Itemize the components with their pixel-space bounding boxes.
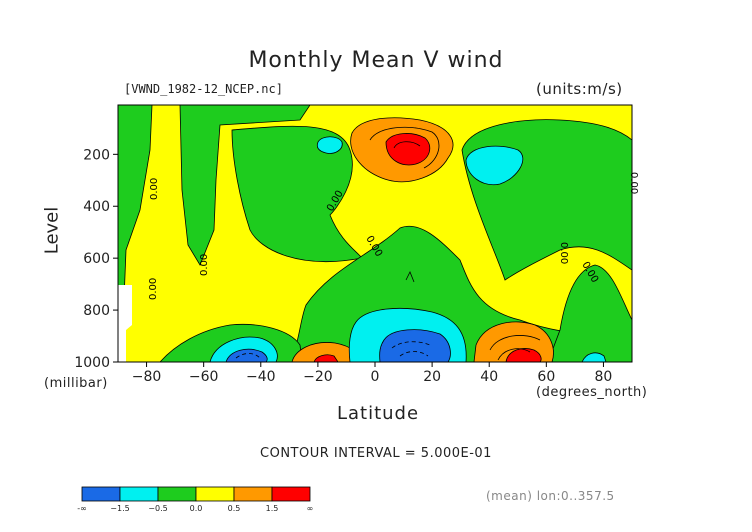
colorbar-swatch	[81, 486, 121, 502]
contour-interval: CONTOUR INTERVAL = 5.000E-01	[260, 446, 492, 461]
y-tick-label: 800	[83, 303, 110, 319]
zero-label-8: 0.00	[628, 172, 639, 194]
green-region-southern-column	[231, 125, 363, 262]
zero-label-1: 0.00	[149, 178, 160, 200]
units-label: (units:m/s)	[536, 80, 623, 98]
averaging-note: (mean) lon:0..357.5	[486, 489, 615, 503]
red-region-southern-lowlevel	[313, 354, 339, 362]
colorbar-swatch	[119, 486, 159, 502]
colorbar-tick-label: −0.5	[148, 504, 167, 513]
blue-region-southern-surface	[225, 348, 268, 362]
y-tick-label: 1000	[74, 355, 110, 371]
cyan-region-polar-surface	[581, 352, 607, 362]
positive-contours	[369, 127, 541, 361]
contour-fill-layer	[118, 105, 632, 362]
zero-label-6: 0.00	[558, 242, 569, 264]
neg-contour-equatorial	[391, 341, 433, 349]
zero-label-3: 0.00	[199, 254, 210, 276]
y-tick-label: 400	[83, 199, 110, 215]
x-axis-unit: (degrees_north)	[536, 385, 648, 400]
neg-contour-equatorial-inner	[399, 351, 429, 357]
neg-contour-southern	[235, 353, 261, 359]
green-region-northern-lowlevel	[547, 264, 632, 362]
negative-contours	[235, 341, 433, 359]
cyan-region-southern-upper	[316, 136, 343, 154]
y-tick-label: 200	[83, 147, 110, 163]
chart-title: Monthly Mean V wind	[248, 48, 504, 73]
colorbar-tick-label: −1.5	[110, 504, 129, 513]
colorbar-swatch	[233, 486, 273, 502]
y-axis-unit: (millibar)	[44, 376, 108, 391]
x-tick-label: 60	[537, 369, 555, 385]
colorbar: -∞ −1.5 −0.5 0.0 0.5 1.5 ∞	[77, 486, 314, 513]
colorbar-tick-label: 0.5	[228, 504, 241, 513]
blue-region-equatorial-surface	[379, 329, 451, 362]
x-axis-label: Latitude	[336, 403, 420, 424]
red-region-northern-lowlevel	[505, 348, 542, 362]
colorbar-tick-label: ∞	[307, 504, 314, 513]
x-tick-label: −20	[303, 369, 333, 385]
green-region-southern-midlat	[179, 105, 311, 266]
x-tick-label: 20	[423, 369, 441, 385]
red-region-upper-equatorial	[385, 133, 431, 166]
pos-contour-lowlevel-1	[489, 335, 541, 351]
colorbar-swatch	[195, 486, 235, 502]
pos-contour-small-feature	[405, 271, 415, 283]
x-axis: −80 −60 −40 −20 0 20 40 60 80	[132, 362, 613, 385]
colorbar-tick-label: 1.5	[266, 504, 279, 513]
zero-label-2: 0.00	[148, 278, 159, 300]
pos-contour-lowlevel-2	[497, 348, 531, 361]
colorbar-tick-label: -∞	[77, 504, 87, 513]
y-tick-label: 600	[83, 251, 110, 267]
pos-contour-upper-2	[393, 141, 421, 149]
missing-data-area	[118, 285, 132, 362]
colorbar-swatch	[157, 486, 197, 502]
x-tick-label: 0	[371, 369, 380, 385]
file-label: [VWND_1982-12_NCEP.nc]	[124, 82, 283, 96]
x-tick-label: 40	[480, 369, 498, 385]
x-tick-label: −60	[189, 369, 219, 385]
x-tick-label: 80	[595, 369, 613, 385]
cyan-region-northern-upper	[465, 145, 524, 186]
colorbar-tick-label: 0.0	[190, 504, 203, 513]
y-axis: 200 400 600 800 1000	[74, 147, 118, 371]
colorbar-swatch	[271, 486, 311, 502]
x-tick-label: −80	[132, 369, 162, 385]
pos-contour-upper-1	[369, 127, 440, 169]
x-tick-label: −40	[246, 369, 276, 385]
